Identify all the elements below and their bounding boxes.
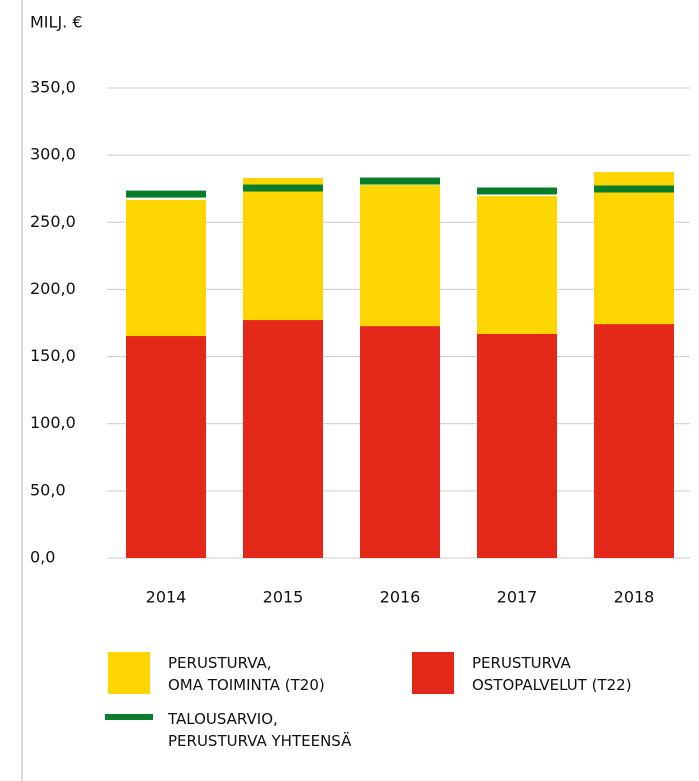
y-tick-label: 200,0: [30, 279, 76, 298]
bar-segment: [477, 334, 557, 558]
y-tick-label: 150,0: [30, 346, 76, 365]
y-tick-label: 350,0: [30, 78, 76, 97]
bar-segment: [360, 326, 440, 558]
budget-marker: [243, 184, 323, 192]
bar-segment: [243, 320, 323, 558]
x-tick-label: 2016: [380, 588, 421, 607]
x-tick-label: 2014: [146, 588, 187, 607]
budget-marker: [477, 187, 557, 195]
bar-segment: [594, 172, 674, 325]
bar-segment: [126, 199, 206, 337]
x-tick-label: 2015: [263, 588, 304, 607]
bar-segment: [360, 185, 440, 327]
legend-swatch: [105, 714, 153, 720]
y-tick-label: 0,0: [30, 548, 55, 567]
bar-segment: [126, 336, 206, 558]
legend-label: PERUSTURVA, OMA TOIMINTA (T20): [168, 654, 325, 694]
bar-segment: [243, 177, 323, 321]
y-tick-label: 300,0: [30, 145, 76, 164]
budget-marker: [594, 185, 674, 193]
legend-swatch: [412, 652, 454, 694]
y-tick-label: 100,0: [30, 413, 76, 432]
legend-label: TALOUSARVIO, PERUSTURVA YHTEENSÄ: [168, 710, 352, 750]
y-tick-label: 50,0: [30, 480, 66, 499]
legend-swatch: [108, 652, 150, 694]
bar-segment: [594, 324, 674, 558]
budget-marker: [126, 190, 206, 198]
budget-marker: [360, 177, 440, 185]
x-tick-label: 2018: [614, 588, 655, 607]
legend-label: PERUSTURVA OSTOPALVELUT (T22): [472, 654, 632, 694]
bar-segment: [477, 196, 557, 335]
y-tick-label: 250,0: [30, 212, 76, 231]
y-axis-label: MILJ. €: [30, 13, 83, 32]
x-tick-label: 2017: [497, 588, 538, 607]
